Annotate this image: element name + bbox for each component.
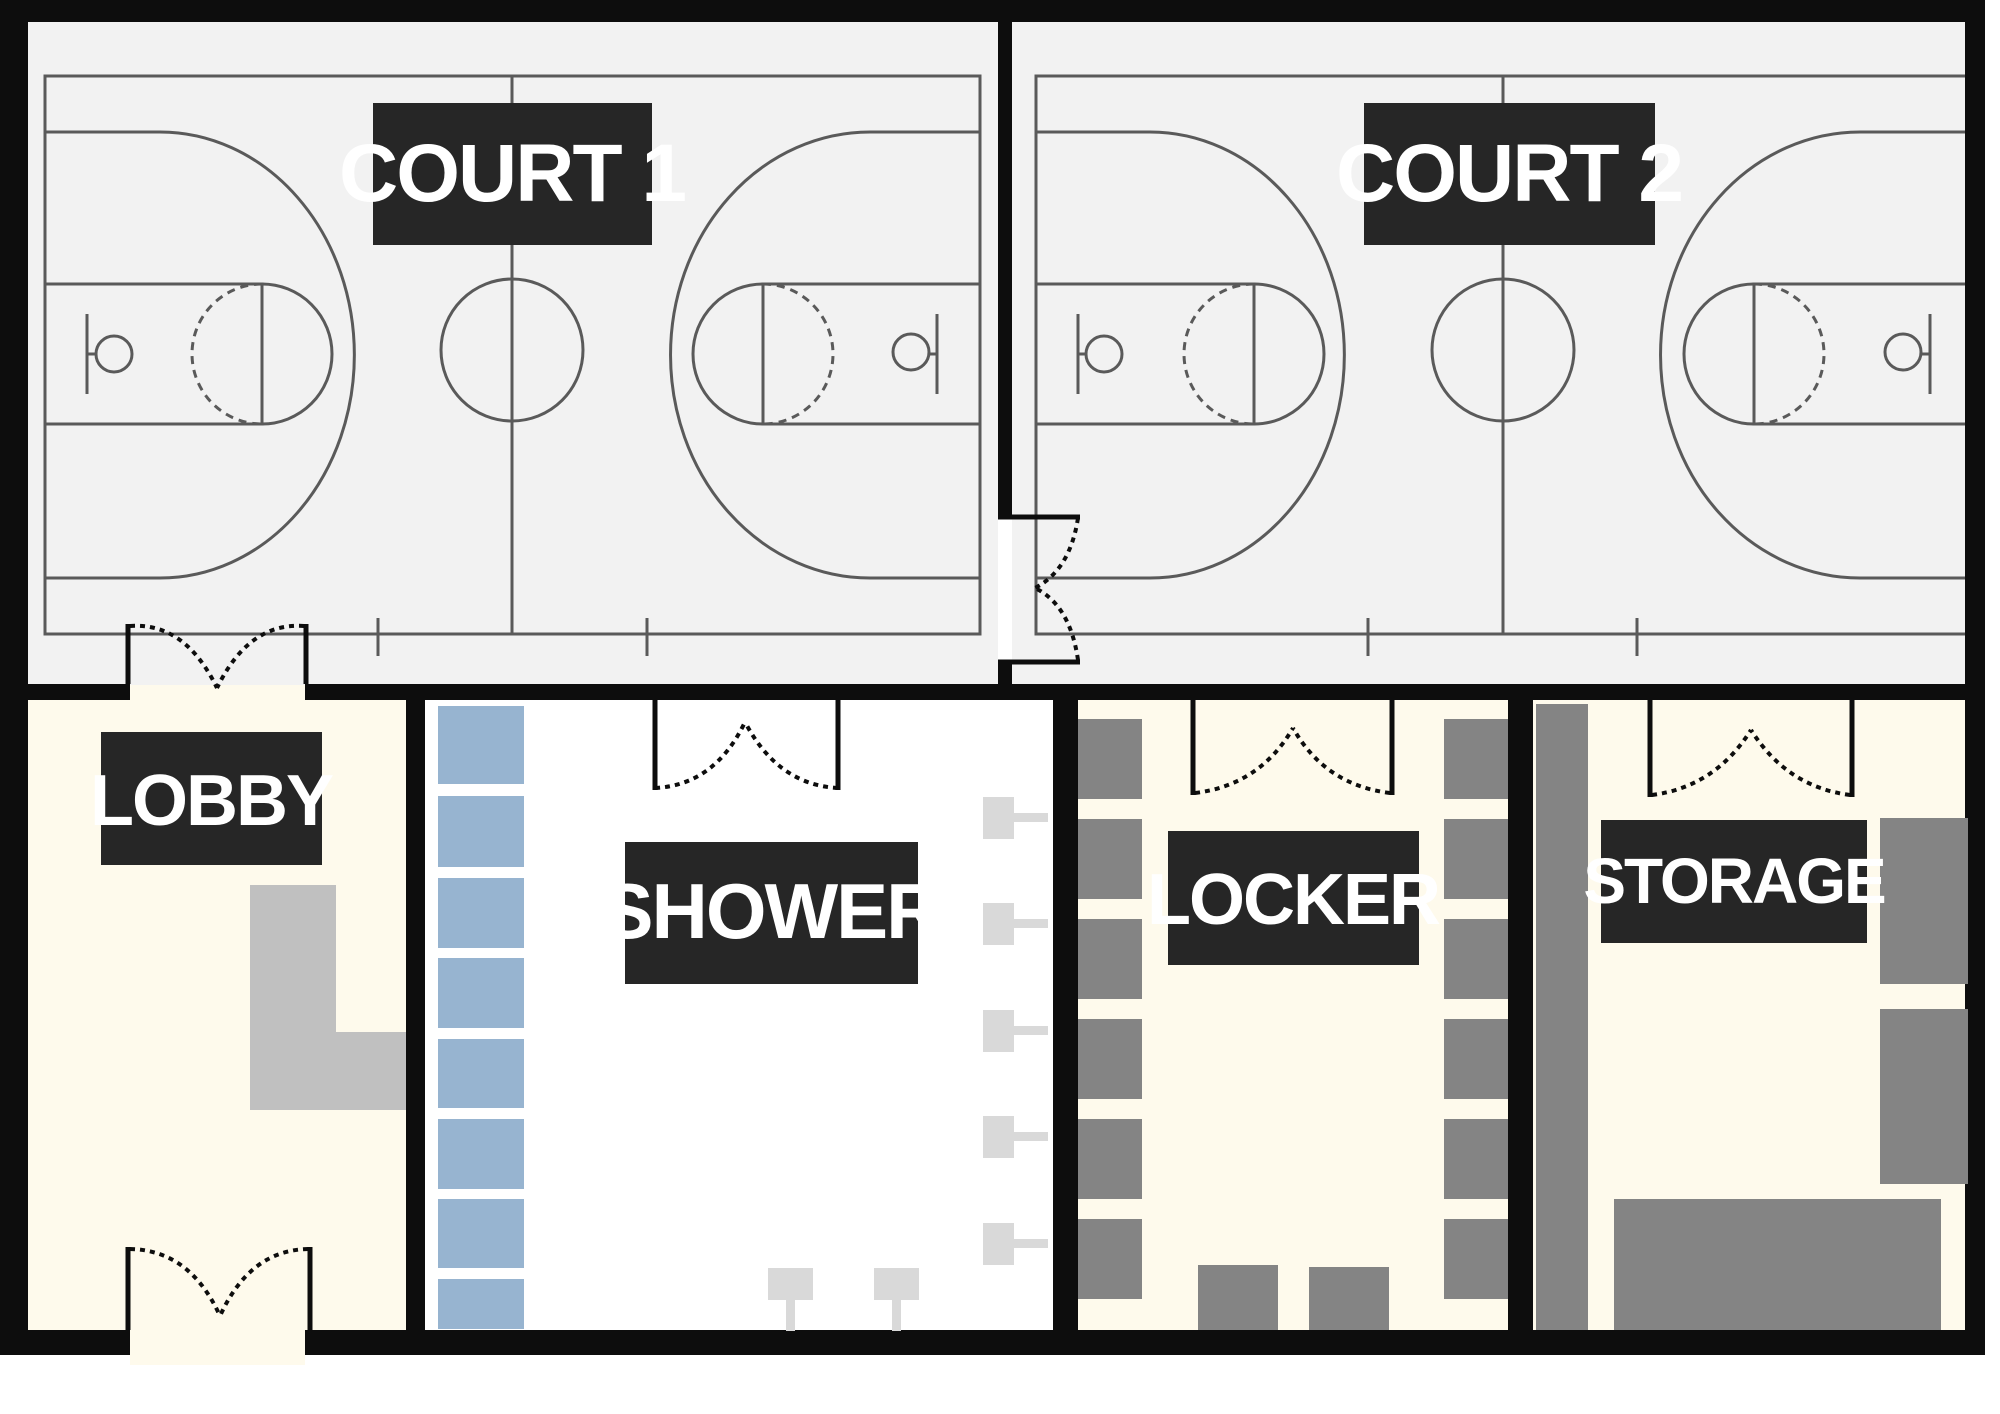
court-connecting-door [998,514,1080,665]
doors [125,514,1855,1330]
label-storage: STORAGE [1583,820,1887,943]
lobby-bottom-passage [130,1320,305,1365]
lockers [1078,719,1508,1330]
label-lobby-text: LOBBY [90,761,333,841]
label-locker-text: LOCKER [1147,860,1440,940]
storage-shelves [1536,704,1968,1330]
lobby-bench [250,885,406,1110]
locker-floor [1078,695,1508,1330]
label-court-2: COURT 2 [1336,103,1684,245]
label-shower-text: SHOWER [602,867,942,955]
label-storage-text: STORAGE [1583,845,1885,917]
shower-floor [535,695,1053,1330]
lobby-top-door [125,623,309,689]
storage-door [1647,695,1855,797]
shower-heads [768,797,1048,1331]
walls [0,0,1985,1355]
locker-door [1190,695,1395,795]
shower-door [652,695,841,790]
label-court-1: COURT 1 [339,103,687,245]
label-shower: SHOWER [602,842,943,984]
lobby-top-passage [130,685,305,720]
label-court-1-text: COURT 1 [339,128,685,219]
cubbies [438,706,524,1329]
lobby-bottom-door [125,1247,313,1330]
label-lobby: LOBBY [90,732,335,865]
label-locker: LOCKER [1147,831,1442,965]
label-court-2-text: COURT 2 [1336,128,1682,219]
